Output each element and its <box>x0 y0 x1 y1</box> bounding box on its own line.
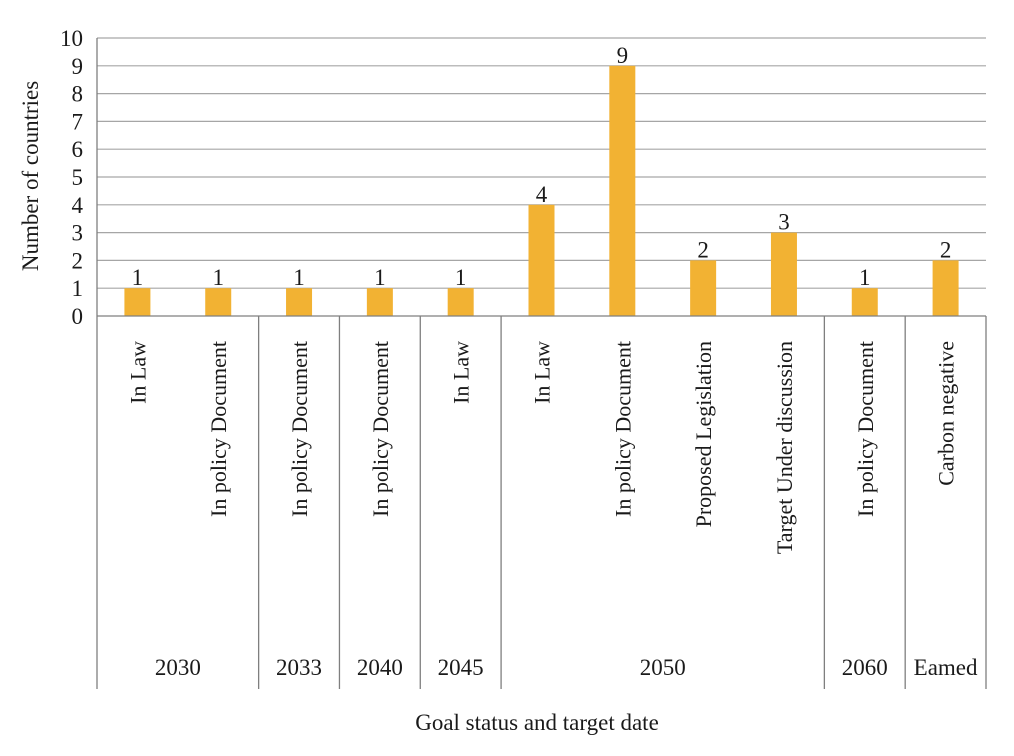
bar <box>851 288 878 316</box>
group-label: Eamed <box>914 655 978 680</box>
group-label: 2040 <box>357 655 403 680</box>
y-tick-label: 9 <box>72 54 84 79</box>
bar <box>286 288 313 316</box>
y-axis-title: Number of countries <box>18 81 43 271</box>
category-label: Proposed Legislation <box>691 341 716 527</box>
data-label: 1 <box>293 265 305 290</box>
gridlines <box>97 37 986 289</box>
data-labels: 1 1 1 1 1 4 9 2 3 1 2 <box>132 43 952 290</box>
category-label: In policy Document <box>206 341 231 517</box>
y-tick-label: 4 <box>72 193 84 218</box>
bar <box>932 260 959 316</box>
group-label: 2045 <box>438 655 484 680</box>
category-label: Target Under discussion <box>772 341 797 554</box>
category-label: In Law <box>530 341 555 404</box>
data-label: 1 <box>212 265 224 290</box>
bar <box>366 288 393 316</box>
x-axis-title: Goal status and target date <box>415 710 659 735</box>
category-label: In policy Document <box>853 341 878 517</box>
y-tick-label: 7 <box>72 109 84 134</box>
bar <box>447 288 474 316</box>
category-label: In policy Document <box>610 341 635 517</box>
group-label: 2050 <box>640 655 686 680</box>
category-label: In Law <box>449 341 474 404</box>
bar <box>205 288 232 316</box>
group-label: 2033 <box>276 655 322 680</box>
data-label: 1 <box>132 265 144 290</box>
y-tick-label: 6 <box>72 137 84 162</box>
y-tick-label: 2 <box>72 248 84 273</box>
y-tick-label: 8 <box>72 82 84 107</box>
group-label: 2060 <box>842 655 888 680</box>
bar <box>609 65 636 316</box>
data-label: 3 <box>778 210 790 235</box>
bar <box>124 288 151 316</box>
data-label: 2 <box>697 237 709 262</box>
bar <box>690 260 717 316</box>
y-tick-label: 0 <box>72 304 84 329</box>
y-tick-label: 5 <box>72 165 84 190</box>
category-label: In Law <box>125 341 150 404</box>
data-label: 1 <box>859 265 871 290</box>
y-tick-label: 3 <box>72 221 84 246</box>
group-label: 2030 <box>155 655 201 680</box>
data-label: 9 <box>617 43 629 68</box>
category-label: Carbon negative <box>934 341 959 486</box>
y-tick-label: 10 <box>60 26 83 51</box>
y-tick-label: 1 <box>72 276 84 301</box>
data-label: 2 <box>940 237 952 262</box>
data-label: 1 <box>374 265 386 290</box>
category-label: In policy Document <box>368 341 393 517</box>
data-label: 1 <box>455 265 467 290</box>
bar <box>528 204 555 316</box>
data-label: 4 <box>536 182 548 207</box>
bar <box>770 232 797 316</box>
bars <box>124 65 959 316</box>
category-label: In policy Document <box>287 341 312 517</box>
